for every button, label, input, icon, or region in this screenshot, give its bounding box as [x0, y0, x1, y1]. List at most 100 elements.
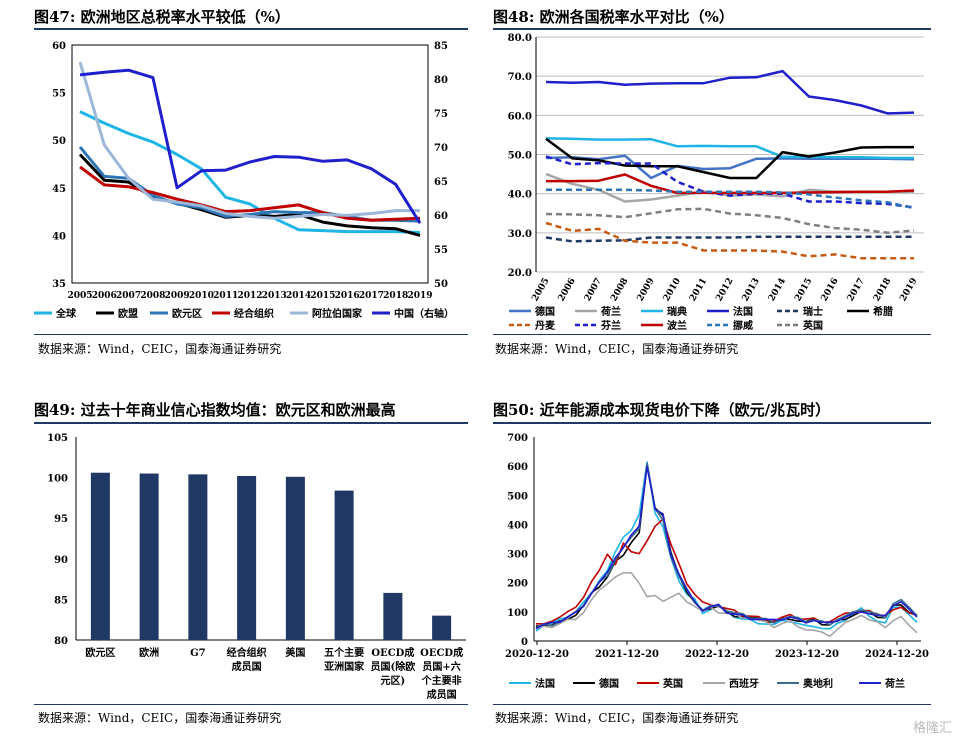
bar — [285, 476, 305, 640]
x-tick-label: 2011 — [213, 291, 238, 301]
series-line-法国 — [535, 461, 918, 632]
x-tick-label: 2015 — [310, 291, 335, 301]
y-tick-label: 80.0 — [508, 33, 532, 44]
y-tick-label: 600 — [507, 462, 528, 473]
bar — [237, 475, 257, 640]
title-rule — [34, 422, 468, 424]
y-tick-label: 45 — [52, 184, 66, 195]
series-line-全球 — [79, 110, 421, 234]
x-tick-label: 美国 — [285, 646, 305, 659]
x-tick-label: 2019 — [898, 277, 919, 304]
x-tick-label: 经合组织 — [227, 646, 267, 659]
bar — [383, 592, 403, 640]
x-tick-label: 个主要非 — [421, 674, 462, 687]
bottom-rule — [34, 704, 468, 705]
watermark-logo: 格隆汇 — [912, 721, 952, 736]
x-tick-label: 2019 — [407, 291, 432, 301]
bar — [90, 472, 110, 640]
plot-frame — [71, 44, 429, 284]
x-tick-label: 2017 — [846, 277, 867, 304]
series-line-英国 — [545, 207, 915, 235]
x-tick-label: 2014 — [767, 277, 788, 304]
bottom-rule — [493, 704, 931, 705]
y-tick-label: 85 — [54, 595, 68, 606]
x-tick-label: 欧洲 — [139, 646, 159, 659]
y-tick-label: 30.0 — [508, 229, 532, 240]
legend-label: 波兰 — [667, 319, 687, 332]
panel-title: 图49: 过去十年商业信心指数均值：欧元区和欧洲最高 — [34, 401, 396, 419]
chart-fig50: 0 100 200 300 400 500 600 700 2020-12-20 2021-12-… — [505, 433, 929, 690]
x-tick-label: 2006 — [557, 277, 578, 304]
title-rule — [493, 28, 931, 30]
x-tick-label: OECD成 — [420, 646, 463, 659]
y-tick-label: 20.0 — [508, 268, 532, 279]
series-line-瑞典 — [545, 137, 914, 160]
x-tick-label: 2007 — [116, 291, 141, 301]
legend-label: 奥地利 — [803, 677, 833, 690]
series-line-德国 — [545, 154, 915, 180]
legend-label: 西班牙 — [729, 677, 759, 690]
chart-fig48: 20.0 30.0 40.0 50.0 60.0 70.0 80.0 2005 2006 2007… — [508, 33, 924, 332]
series-line-瑞士 — [545, 235, 914, 243]
series-line-中国（右轴） — [79, 68, 422, 224]
legend-label: 欧元区 — [172, 307, 202, 320]
series-line-荷兰 — [535, 465, 918, 630]
panel-fig47: 图47: 欧洲地区总税率水平较低（%） 35 40 45 50 55 60 50 55 60 65… — [0, 0, 481, 371]
x-tick-label: 2009 — [165, 291, 190, 301]
source-note: 数据来源：Wind，CEIC，国泰海通证券研究 — [495, 342, 739, 356]
y2-tick-label: 55 — [434, 245, 448, 256]
y2-tick-label: 75 — [434, 109, 448, 120]
legend-label: 荷兰 — [600, 305, 621, 318]
y-tick-label: 700 — [507, 433, 528, 444]
panel-title: 图47: 欧洲地区总税率水平较低（%） — [34, 8, 290, 26]
y2-tick-label: 80 — [434, 75, 448, 86]
y-tick-label: 35 — [52, 279, 66, 290]
series-line-德国 — [536, 463, 918, 627]
y2-tick-label: 50 — [434, 279, 448, 290]
x-tick-label: 五个主要 — [324, 646, 364, 659]
y-tick-label: 70.0 — [508, 72, 532, 83]
x-tick-label: 2022-12-20 — [685, 649, 749, 660]
x-tick-label: 2008 — [609, 277, 630, 304]
legend-label: 希腊 — [872, 305, 893, 318]
series-line-芬兰 — [545, 155, 915, 209]
x-tick-label: 2006 — [92, 291, 117, 301]
y-tick-label: 400 — [507, 520, 528, 531]
x-tick-label: 2013 — [262, 291, 287, 301]
x-tick-label: 2012 — [714, 277, 735, 304]
x-tick-label: 成员国 — [232, 660, 262, 673]
bar — [188, 474, 208, 640]
bottom-rule — [34, 334, 468, 335]
y2-tick-label: 70 — [434, 143, 448, 154]
bar — [432, 615, 452, 640]
x-tick-label: 元区) — [381, 675, 406, 687]
y-tick-label: 60 — [52, 41, 66, 52]
y-tick-label: 50.0 — [508, 151, 532, 162]
y-tick-label: 95 — [54, 514, 68, 525]
title-rule — [34, 28, 468, 30]
x-tick-label: 2005 — [530, 277, 551, 304]
bar — [139, 473, 159, 640]
series-line-挪威 — [546, 188, 915, 210]
x-tick-label: 2009 — [636, 277, 657, 304]
panel-fig50: 图50: 近年能源成本现货电价下降（欧元/兆瓦时） 0 100 200 300 400 5… — [481, 371, 962, 742]
title-rule — [493, 422, 931, 424]
series-line-阿拉伯国家 — [78, 61, 420, 220]
x-tick-label: 员国+六 — [422, 660, 460, 673]
legend-label: 全球 — [55, 307, 77, 320]
legend-label: 德国 — [598, 677, 619, 690]
x-tick-label: OECD成 — [371, 646, 414, 659]
x-tick-label: 2013 — [741, 277, 762, 304]
legend-label: 中国（右轴） — [394, 307, 454, 320]
legend-label: 瑞士 — [803, 305, 823, 318]
legend-label: 瑞典 — [667, 305, 687, 318]
bottom-rule — [493, 334, 931, 335]
legend-label: 阿拉伯国家 — [312, 307, 363, 320]
y-tick-label: 60.0 — [508, 111, 532, 122]
legend-label: 芬兰 — [600, 319, 621, 332]
source-note: 数据来源：Wind，CEIC，国泰海通证券研究 — [38, 342, 282, 356]
x-tick-label: 2017 — [359, 291, 384, 301]
legend-label: 挪威 — [733, 319, 753, 332]
bar — [334, 490, 354, 640]
